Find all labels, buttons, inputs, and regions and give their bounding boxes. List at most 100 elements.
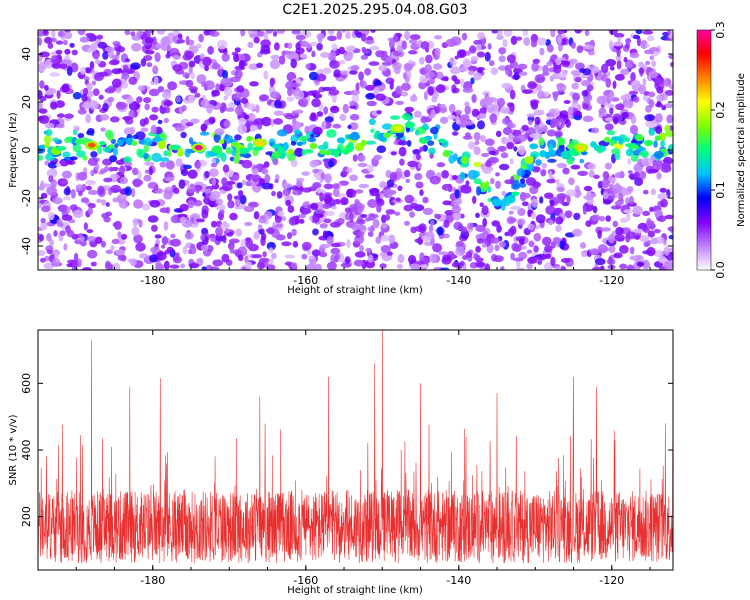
heatmap-cell: [630, 115, 637, 125]
heatmap-cell: [259, 257, 270, 263]
heatmap-cell: [170, 238, 182, 247]
heatmap-cell: [85, 179, 96, 186]
heatmap-ridge-cell: [560, 150, 572, 160]
heatmap-cell: [87, 157, 98, 166]
heatmap-ridge-cell: [491, 198, 503, 207]
heatmap-ridge-cell: [354, 142, 364, 152]
heatmap-cell: [614, 233, 625, 242]
heatmap-cell: [606, 103, 615, 109]
heatmap-cell: [610, 205, 621, 210]
heatmap-cell: [364, 68, 372, 76]
heatmap-cell: [63, 39, 68, 46]
heatmap-cell: [256, 261, 265, 270]
heatmap-cell: [44, 122, 55, 129]
heatmap-cell: [75, 126, 80, 132]
heatmap-cell: [433, 35, 443, 40]
heatmap-cell: [72, 92, 82, 100]
heatmap-cell: [58, 63, 68, 69]
heatmap-cell: [269, 91, 281, 99]
heatmap-ridge-cell: [283, 142, 289, 151]
heatmap-cell: [484, 51, 491, 62]
heatmap-cell: [554, 130, 563, 138]
heatmap-cell: [496, 97, 506, 108]
heatmap-cell: [513, 257, 524, 262]
heatmap-cell: [614, 73, 625, 81]
heatmap-cell: [452, 211, 462, 221]
heatmap-cell: [122, 116, 133, 121]
heatmap-cell: [375, 93, 386, 101]
heatmap-cell: [123, 156, 133, 164]
heatmap-cell: [544, 245, 553, 253]
colorbar-tick-label: 0.3: [714, 21, 727, 39]
heatmap-cell: [517, 63, 528, 70]
heatmap-cell: [459, 226, 468, 233]
colorbar-label: Normalized spectral amplitude: [736, 73, 747, 227]
heatmap-ridge-cell: [74, 138, 84, 145]
heatmap-cell: [190, 118, 200, 124]
heatmap-cell: [282, 188, 291, 196]
heatmap-cell: [641, 157, 652, 167]
heatmap-cell: [316, 111, 324, 117]
heatmap-ridge-cell: [506, 194, 516, 204]
heatmap-cell: [164, 177, 175, 182]
heatmap-cell: [52, 197, 63, 205]
heatmap-cell: [502, 117, 510, 125]
heatmap-cell: [373, 154, 383, 161]
heatmap-cell: [149, 254, 158, 263]
heatmap-cell: [579, 158, 585, 164]
heatmap-cell: [474, 140, 480, 146]
heatmap-cell: [509, 89, 516, 100]
heatmap-cell: [367, 231, 374, 238]
heatmap-cell: [225, 146, 233, 155]
heatmap-peak: [87, 142, 96, 148]
heatmap-cell: [500, 152, 509, 159]
heatmap-cell: [581, 90, 589, 97]
heatmap-ridge-cell: [424, 135, 433, 141]
heatmap-cell: [546, 61, 553, 67]
heatmap-cell: [555, 216, 564, 225]
heatmap-cell: [326, 129, 337, 138]
heatmap-cell: [634, 234, 641, 240]
heatmap-ridge-cell: [618, 136, 624, 145]
heatmap-cell: [421, 235, 432, 242]
heatmap-cell: [421, 125, 430, 130]
heatmap-cell: [234, 134, 242, 141]
heatmap-cell: [66, 229, 75, 238]
heatmap-cell: [465, 180, 470, 186]
heatmap-cell: [298, 213, 306, 219]
heatmap-cell: [63, 243, 68, 251]
heatmap-cell: [324, 116, 334, 123]
heatmap-cell: [378, 64, 388, 72]
heatmap-cell: [179, 203, 189, 212]
heatmap-cell: [562, 167, 570, 175]
heatmap-cell: [503, 30, 513, 37]
heatmap-cell: [161, 244, 166, 249]
heatmap-cell: [559, 240, 565, 250]
heatmap-cell: [522, 89, 533, 94]
heatmap-cell: [390, 151, 397, 156]
heatmap-cell: [130, 62, 141, 70]
heatmap-cell: [592, 205, 598, 214]
heatmap-cell: [66, 206, 71, 214]
x-tick-label: -140: [446, 274, 471, 287]
heatmap-cell: [177, 213, 188, 218]
heatmap-cell: [330, 254, 336, 264]
heatmap-cell: [240, 97, 249, 104]
heatmap-cell: [307, 137, 317, 143]
heatmap-cell: [396, 87, 401, 94]
snr-y-axis-label: SNR (10 * v/v): [8, 414, 19, 485]
heatmap-cell: [399, 158, 405, 166]
heatmap-cell: [414, 238, 423, 243]
heatmap-cell: [222, 69, 229, 80]
heatmap-cell: [642, 95, 649, 102]
heatmap-cell: [55, 49, 63, 55]
heatmap-ridge-cell: [157, 140, 166, 150]
heatmap-cell: [358, 183, 370, 189]
heatmap-cell: [571, 82, 579, 90]
heatmap-cell: [75, 184, 84, 192]
heatmap-cell: [211, 62, 221, 70]
heatmap-cell: [635, 30, 643, 35]
heatmap-cell: [311, 50, 316, 58]
heatmap-cell: [668, 54, 673, 60]
heatmap-cell: [97, 145, 102, 155]
